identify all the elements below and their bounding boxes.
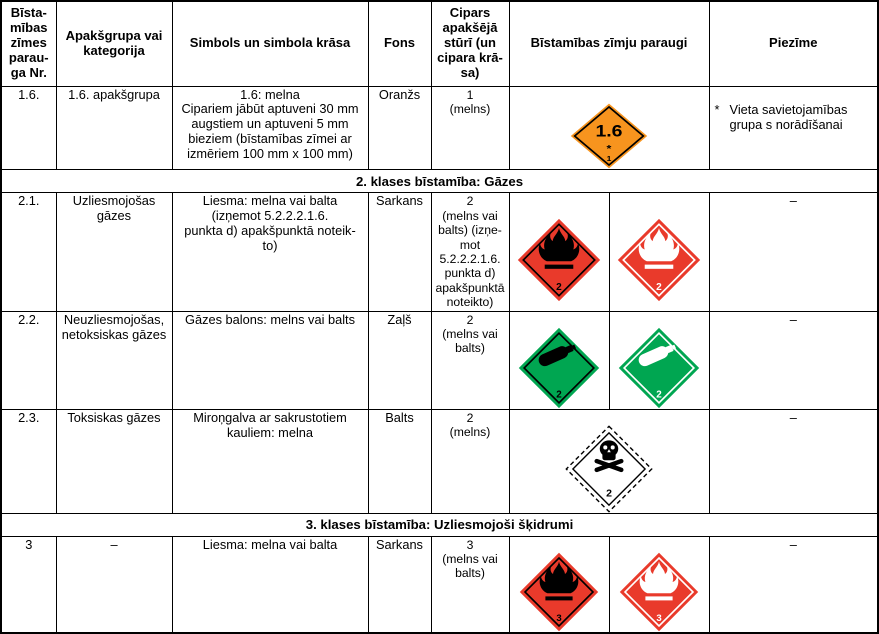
cell-note: – (708, 310, 879, 410)
cell-sample-flame-white: 2 (608, 192, 710, 312)
cell-category: Toksiskas gāzes (55, 408, 173, 514)
cell-background: Sarkans (367, 535, 432, 634)
cell-sample-1-6: 1.6 * 1 (508, 85, 710, 171)
label-number-big: 1.6 (595, 123, 622, 141)
hazard-label-toxic-gas-diamond: 2 (565, 424, 653, 513)
hazard-label-flammable-gas-white-diamond: 2 (617, 218, 701, 301)
label-subnumber: 1 (607, 155, 612, 163)
cell-symbol: Miroņgalva ar sakrustotiem kauliem: meln… (171, 408, 369, 514)
header-category: Apakšgrupa vai kategorija (55, 0, 173, 87)
diamond-inner-border (622, 222, 696, 297)
diamond-inner-border (571, 431, 647, 506)
hazard-label-gas-cylinder-white-diamond: 2 (618, 327, 700, 408)
diamond-shape (618, 327, 700, 408)
skull-crossbones-icon (594, 439, 624, 472)
row-2-1: 2.1. Uzliesmojošas gāzes Liesma: melna v… (0, 192, 879, 312)
cell-background: Zaļš (367, 310, 432, 410)
cell-nr: 2.1. (0, 192, 57, 312)
cell-symbol: Liesma: melna vai balta (171, 535, 369, 634)
cell-nr: 2.2. (0, 310, 57, 410)
label-number: 2 (556, 282, 562, 293)
hazard-label-flammable-liquid-white-diamond: 3 (619, 552, 699, 631)
hazard-label-flammable-gas-black-diamond: 2 (517, 218, 601, 301)
cell-category: 1.6. apakšgrupa (55, 85, 173, 171)
header-row: Bīsta- mības zīmes parau- ga Nr. Apakšgr… (0, 0, 879, 87)
cell-note: * Vieta savietojamības grupa s norādīšan… (708, 85, 879, 171)
flame-icon (538, 227, 580, 261)
header-background: Fons (367, 0, 432, 87)
flame-bar (645, 595, 673, 600)
label-number: 2 (656, 389, 662, 400)
cell-symbol: 1.6: melna Cipariem jābūt aptuveni 30 mm… (171, 85, 369, 171)
cell-note: – (708, 408, 879, 514)
cell-background: Sarkans (367, 192, 432, 312)
cell-sample-flame3-black: 3 (508, 535, 610, 634)
cell-number: 3 (melns vai balts) (430, 535, 510, 634)
cell-sample-flame-black: 2 (508, 192, 610, 312)
cell-note: – (708, 192, 879, 312)
diamond-inner-border (522, 222, 596, 297)
cell-symbol: Gāzes balons: melns vai balts (171, 310, 369, 410)
flame-bar (644, 264, 674, 269)
section-row-class2: 2. klases bīstamība: Gāzes (0, 169, 879, 194)
flame-bar (544, 264, 574, 269)
label-number: 3 (556, 612, 561, 623)
cell-sample-cylinder-black: 2 (508, 310, 610, 410)
cell-sample-cylinder-white: 2 (608, 310, 710, 410)
label-number: 2 (606, 487, 612, 499)
diamond-shape (565, 424, 653, 513)
cell-nr: 1.6. (0, 85, 57, 171)
hazard-label-gas-cylinder-black-diamond: 2 (518, 327, 600, 408)
cell-nr: 3 (0, 535, 57, 634)
header-nr: Bīsta- mības zīmes parau- ga Nr. (0, 0, 57, 87)
row-1-6: 1.6. 1.6. apakšgrupa 1.6: melna Cipariem… (0, 85, 879, 171)
row-2-3: 2.3. Toksiskas gāzes Miroņgalva ar sakru… (0, 408, 879, 514)
hazard-label-1-6-diamond: 1.6 * 1 (570, 104, 648, 169)
cell-sample-toxic: 2 (508, 408, 710, 514)
gas-cylinder-icon (538, 344, 577, 366)
cell-background: Balts (367, 408, 432, 514)
section-title-class3: 3. klases bīstamība: Uzliesmojoši šķidru… (0, 512, 879, 537)
diamond-shape (518, 327, 600, 408)
flame-icon (539, 561, 579, 593)
hazard-label-flammable-liquid-black-diamond: 3 (519, 552, 599, 631)
flame-bar (545, 595, 573, 600)
label-number: 3 (656, 612, 661, 623)
cell-category: Neuzliesmojošas, netoksiskas gāzes (55, 310, 173, 410)
note-text: Vieta savietojamības grupa s norādīšanai (729, 102, 848, 133)
section-row-class3: 3. klases bīstamība: Uzliesmojoši šķidru… (0, 512, 879, 537)
row-3: 3 – Liesma: melna vai balta Sarkans 3 (m… (0, 535, 879, 634)
diamond-inner-border (622, 331, 696, 404)
cell-sample-flame3-white: 3 (608, 535, 710, 634)
cell-nr: 2.3. (0, 408, 57, 514)
cell-number: 2 (melns vai balts) (izņe- mot 5.2.2.2.1… (430, 192, 510, 312)
flame-icon (639, 561, 679, 593)
label-number: 2 (556, 389, 562, 400)
gas-cylinder-icon (638, 344, 677, 366)
diamond-shape (570, 104, 648, 169)
cell-number: 2 (melns vai balts) (430, 310, 510, 410)
cell-category: – (55, 535, 173, 634)
cell-number: 2 (melns) (430, 408, 510, 514)
header-number: Cipars apakšējā stūrī (un cipara krā- sa… (430, 0, 510, 87)
diamond-inner-border (573, 106, 645, 167)
cell-symbol: Liesma: melna vai balta (izņemot 5.2.2.2… (171, 192, 369, 312)
label-number: 2 (656, 282, 662, 293)
section-title-class2: 2. klases bīstamība: Gāzes (0, 169, 879, 194)
cell-number: 1 (melns) (430, 85, 510, 171)
cell-category: Uzliesmojošas gāzes (55, 192, 173, 312)
header-samples: Bīstamības zīmju paraugi (508, 0, 710, 87)
row-2-2: 2.2. Neuzliesmojošas, netoksiskas gāzes … (0, 310, 879, 410)
flame-icon (638, 227, 680, 261)
note-asterisk: * (714, 102, 720, 118)
cell-note: – (708, 535, 879, 634)
label-star: * (607, 144, 612, 155)
header-symbol: Simbols un simbola krāsa (171, 0, 369, 87)
cell-background: Oranžs (367, 85, 432, 171)
diamond-inner-border (522, 331, 596, 404)
header-note: Piezīme (708, 0, 879, 87)
